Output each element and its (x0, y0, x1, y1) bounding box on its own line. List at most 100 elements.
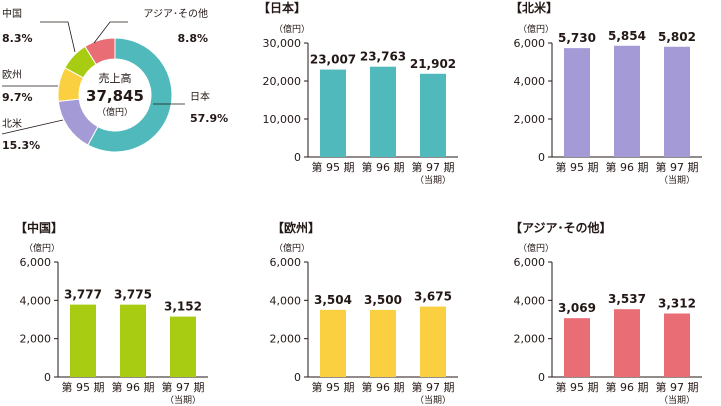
chart-title: 【日本】 (258, 0, 306, 15)
x-tick-note: （当期） (165, 394, 201, 406)
donut-slice-percent: 8.8% (177, 32, 208, 45)
bar-value-label: 3,152 (164, 300, 202, 314)
y-tick-label: 4,000 (20, 294, 52, 307)
bar-chart-panel: 【欧州】 （億円） 0 2,000 4,000 6,000 3,504 第 95 期 3,500… (270, 220, 458, 406)
donut-chart: 売上高 37,845（億円） 日本 57.9% 北米 15.3% 欧州 9.7% 中国 8.3% ア… (1, 7, 228, 153)
bar-chart-panel: 【中国】 （億円） 0 2,000 4,000 6,000 3,777 第 95 期 3,775… (15, 220, 208, 406)
x-tick-note: （当期） (415, 394, 451, 406)
chart-title: 【アジア･その他】 (510, 220, 612, 235)
x-tick-label: 第 96 期 (606, 160, 649, 174)
y-tick-label: 6,000 (20, 256, 52, 269)
y-axis-unit: （億円） (274, 242, 310, 254)
bar-value-label: 3,504 (314, 293, 352, 307)
donut-leader-line (1, 119, 64, 135)
donut-slice-name: アジア･その他 (143, 7, 208, 20)
y-tick-label: 2,000 (270, 333, 302, 346)
bar-chart-panel: 【アジア･その他】 （億円） 0 2,000 4,000 6,000 3,069 第 95 期… (510, 220, 702, 406)
bar (70, 304, 96, 377)
y-axis-unit: （億円） (274, 23, 310, 35)
bar (370, 66, 396, 157)
y-tick-label: 4,000 (514, 294, 546, 307)
donut-slice-percent: 15.3% (2, 139, 40, 152)
y-tick-label: 0 (294, 151, 301, 164)
x-tick-label: 第 96 期 (606, 380, 649, 394)
donut-center-label: 売上高 (99, 71, 132, 85)
y-tick-label: 0 (294, 371, 301, 384)
bar (564, 318, 590, 377)
y-tick-label: 2,000 (514, 113, 546, 126)
x-tick-label: 第 95 期 (62, 380, 105, 394)
y-tick-label: 0 (44, 371, 51, 384)
chart-title: 【中国】 (15, 220, 63, 235)
y-tick-label: 2,000 (514, 333, 546, 346)
chart-title: 【欧州】 (272, 220, 320, 235)
x-tick-label: 第 96 期 (362, 380, 405, 394)
donut-slice-name: 中国 (2, 7, 22, 20)
bar-value-label: 5,730 (558, 31, 596, 45)
donut-slice (57, 98, 99, 146)
bar (614, 45, 640, 157)
bar-charts: 【日本】 （億円） 0 10,000 20,000 30,000 23,007 第 95 期 2… (15, 0, 702, 406)
bar-value-label: 3,069 (558, 301, 596, 315)
bar-value-label: 3,777 (64, 288, 102, 302)
y-tick-label: 0 (538, 371, 545, 384)
x-tick-label: 第 95 期 (312, 160, 355, 174)
bar (420, 306, 446, 377)
bar-value-label: 3,500 (364, 293, 402, 307)
bar (370, 309, 396, 377)
donut-slice-name: 欧州 (2, 69, 22, 81)
bar (564, 48, 590, 157)
bar (664, 313, 690, 377)
y-tick-label: 4,000 (514, 75, 546, 88)
y-tick-label: 0 (538, 151, 545, 164)
y-axis-unit: （億円） (518, 242, 554, 254)
bar (120, 304, 146, 377)
y-axis-unit: （億円） (518, 23, 554, 35)
donut-slice-name: 日本 (190, 90, 210, 103)
bar (664, 46, 690, 157)
bar (320, 69, 346, 157)
donut-center-unit: （億円） (97, 106, 133, 118)
bar-value-label: 3,312 (658, 297, 696, 311)
x-tick-label: 第 97 期 (412, 160, 455, 174)
bar-value-label: 3,537 (608, 292, 646, 306)
y-tick-label: 4,000 (270, 294, 302, 307)
donut-slice-percent: 57.9% (190, 112, 228, 125)
y-axis-unit: （億円） (24, 242, 60, 254)
bar-chart-panel: 【北米】 （億円） 0 2,000 4,000 6,000 5,730 第 95 期 5,854… (510, 0, 702, 186)
bar-value-label: 3,775 (114, 288, 152, 302)
donut-leader-line (93, 21, 128, 44)
bar-value-label: 23,763 (360, 50, 406, 64)
bar-value-label: 23,007 (310, 53, 356, 67)
donut-slice-percent: 8.3% (2, 32, 33, 45)
x-tick-label: 第 95 期 (556, 160, 599, 174)
x-tick-note: （当期） (659, 394, 695, 406)
bar-value-label: 5,854 (608, 29, 646, 43)
x-tick-note: （当期） (659, 174, 695, 186)
bar (614, 309, 640, 377)
y-tick-label: 30,000 (263, 37, 302, 50)
x-tick-label: 第 97 期 (412, 380, 455, 394)
x-tick-label: 第 95 期 (312, 380, 355, 394)
bar (170, 316, 196, 377)
x-tick-label: 第 97 期 (656, 160, 699, 174)
x-tick-label: 第 97 期 (656, 380, 699, 394)
bar-value-label: 21,902 (410, 57, 456, 71)
y-tick-label: 6,000 (514, 37, 546, 50)
x-tick-label: 第 96 期 (362, 160, 405, 174)
x-tick-label: 第 96 期 (112, 380, 155, 394)
bar-chart-panel: 【日本】 （億円） 0 10,000 20,000 30,000 23,007 第 95 期 2… (258, 0, 458, 186)
chart-title: 【北米】 (510, 0, 558, 15)
bar-value-label: 5,802 (658, 30, 696, 44)
bar (320, 309, 346, 377)
bar-value-label: 3,675 (414, 290, 452, 304)
y-tick-label: 2,000 (20, 333, 52, 346)
x-tick-note: （当期） (415, 174, 451, 186)
bar (420, 73, 446, 157)
donut-slice-name: 北米 (2, 117, 22, 130)
y-tick-label: 6,000 (514, 256, 546, 269)
donut-slice (87, 37, 173, 153)
x-tick-label: 第 97 期 (162, 380, 205, 394)
donut-slice-percent: 9.7% (2, 91, 33, 104)
